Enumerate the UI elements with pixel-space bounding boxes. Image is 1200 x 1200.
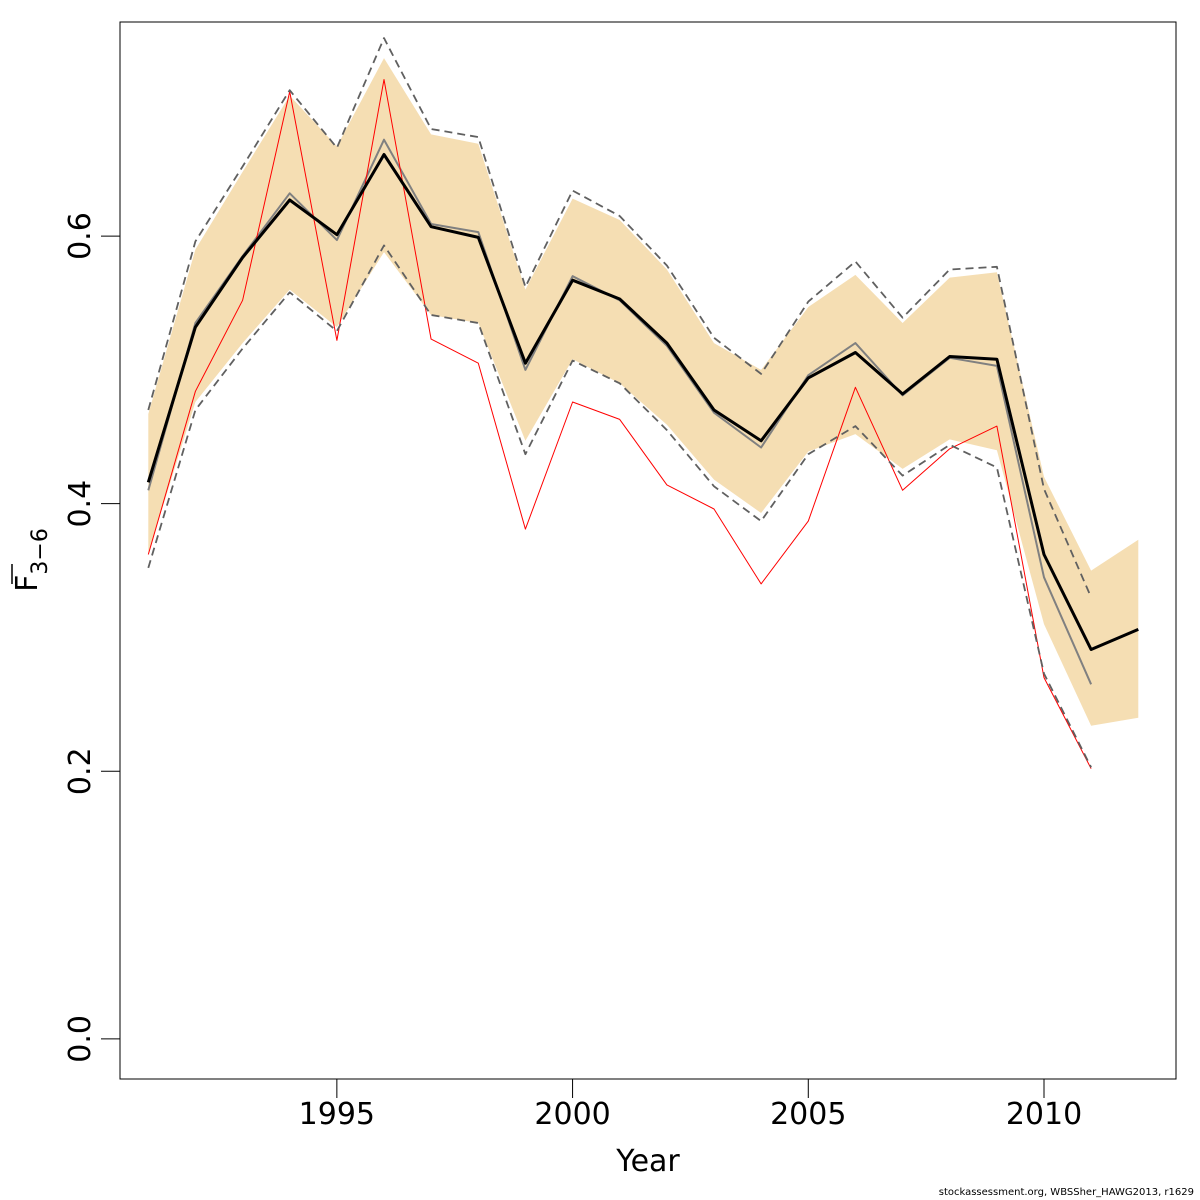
series-line-3 [147, 37, 1092, 598]
series-lines [146, 37, 1139, 769]
y-tick-label: 0.6 [63, 212, 98, 260]
series-line-0 [146, 153, 1139, 651]
x-tick-label: 2005 [770, 1097, 846, 1132]
y-tick-label: 0.4 [63, 480, 98, 528]
y-tick-label: 0.0 [63, 1015, 98, 1063]
confidence-band-area [148, 58, 1139, 726]
x-tick-label: 2010 [1006, 1097, 1082, 1132]
y-tick-label: 0.2 [63, 747, 98, 795]
y-axis: 0.0 0.2 0.4 0.6 [63, 212, 121, 1063]
svg-text:F3−6: F3−6 [10, 528, 53, 592]
y-axis-label-subscript: 3−6 [28, 528, 53, 574]
footer-caption: stockassessment.org, WBSSher_HAWG2013, r… [938, 1187, 1194, 1198]
x-tick-label: 2000 [534, 1097, 610, 1132]
series-line-4 [147, 244, 1092, 768]
y-axis-label: F3−6 [10, 528, 53, 592]
series-line-2 [147, 79, 1092, 769]
y-axis-label-main: F [10, 575, 45, 592]
x-tick-label: 1995 [299, 1097, 375, 1132]
confidence-band [148, 58, 1139, 726]
x-axis: 1995 2000 2005 2010 [299, 1078, 1082, 1132]
x-axis-label: Year [615, 1144, 680, 1179]
